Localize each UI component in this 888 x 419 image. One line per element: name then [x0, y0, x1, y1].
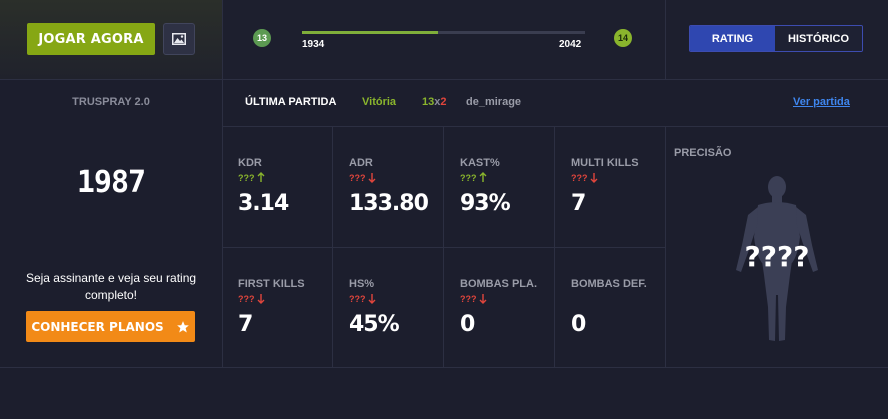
divider	[222, 247, 665, 248]
progress-min-label: 1934	[302, 39, 325, 50]
stat-value: 0	[571, 312, 586, 337]
stat-trend: ???	[460, 293, 487, 304]
view-match-link[interactable]: Ver partida	[793, 96, 850, 108]
stat-trend-text: ???	[460, 172, 477, 183]
arrow-down-icon	[368, 294, 375, 304]
divider	[443, 126, 444, 367]
stat-trend-text: ???	[349, 172, 366, 183]
stat-trend: ???	[349, 172, 376, 183]
divider	[332, 126, 333, 367]
level-current-badge: 13	[253, 29, 271, 47]
see-plans-button[interactable]: CONHECER PLANOS	[26, 311, 195, 342]
stat-trend: ???	[349, 293, 376, 304]
precision-value: ????	[744, 240, 810, 273]
precision-title: PRECISÃO	[674, 147, 732, 159]
view-tabs: RATING HISTÓRICO	[689, 25, 863, 52]
stat-value: 7	[571, 191, 586, 216]
play-now-button[interactable]: JOGAR AGORA	[27, 23, 155, 55]
stat-label: HS%	[349, 278, 375, 290]
truspray-title: TRUSPRAY 2.0	[72, 96, 150, 108]
truspray-score: 1987	[76, 165, 146, 200]
stat-value: 133.80	[349, 191, 429, 216]
stat-label: FIRST KILLS	[238, 278, 305, 290]
divider	[554, 126, 555, 367]
score-loss: 2	[440, 96, 447, 108]
divider	[665, 0, 666, 79]
stat-label: MULTI KILLS	[571, 157, 639, 169]
stat-value: 93%	[460, 191, 511, 216]
see-plans-label: CONHECER PLANOS	[31, 319, 164, 334]
stat-label: BOMBAS DEF.	[571, 278, 647, 290]
stat-value: 7	[238, 312, 253, 337]
stat-value: 45%	[349, 312, 400, 337]
arrow-down-icon	[590, 173, 597, 183]
arrow-down-icon	[257, 294, 264, 304]
subscribe-message: Seja assinante e veja seu rating complet…	[25, 271, 197, 302]
match-result: Vitória	[362, 96, 397, 108]
stat-value: 0	[460, 312, 475, 337]
rating-progress-fill	[302, 31, 438, 34]
divider	[222, 80, 223, 367]
rating-progress-bar	[302, 31, 585, 34]
divider	[0, 79, 888, 80]
stat-trend-text: ???	[571, 172, 588, 183]
score-separator: x	[434, 96, 441, 108]
stat-trend-text: ???	[460, 293, 477, 304]
level-next-badge: 14	[614, 29, 632, 47]
body-silhouette-icon	[736, 176, 818, 341]
score-win: 13	[422, 96, 435, 108]
stat-label: KAST%	[460, 157, 500, 169]
last-match-title: ÚLTIMA PARTIDA	[245, 96, 337, 108]
arrow-down-icon	[479, 294, 486, 304]
progress-max-label: 2042	[559, 39, 582, 50]
stat-trend: ???	[238, 172, 265, 183]
stat-value: 3.14	[238, 191, 289, 216]
stat-label: BOMBAS PLA.	[460, 278, 537, 290]
arrow-up-icon	[479, 172, 486, 182]
stat-label: ADR	[349, 157, 373, 169]
image-button[interactable]	[163, 23, 195, 55]
divider	[222, 126, 888, 127]
stat-trend-text: ???	[238, 293, 255, 304]
stat-trend: ???	[238, 293, 265, 304]
star-icon	[176, 320, 189, 333]
stat-label: KDR	[238, 157, 262, 169]
stat-trend-text: ???	[349, 293, 366, 304]
match-map: de_mirage	[466, 96, 522, 108]
stat-trend: ???	[571, 172, 598, 183]
arrow-down-icon	[368, 173, 375, 183]
divider	[0, 367, 888, 368]
match-score: 13x2	[422, 96, 447, 108]
stat-trend-text: ???	[238, 172, 255, 183]
tab-rating[interactable]: RATING	[690, 26, 776, 51]
stat-trend: ???	[460, 172, 487, 183]
arrow-up-icon	[257, 172, 264, 182]
tab-history[interactable]: HISTÓRICO	[775, 26, 862, 51]
divider	[665, 126, 666, 367]
divider	[222, 0, 223, 79]
image-icon	[172, 33, 186, 45]
